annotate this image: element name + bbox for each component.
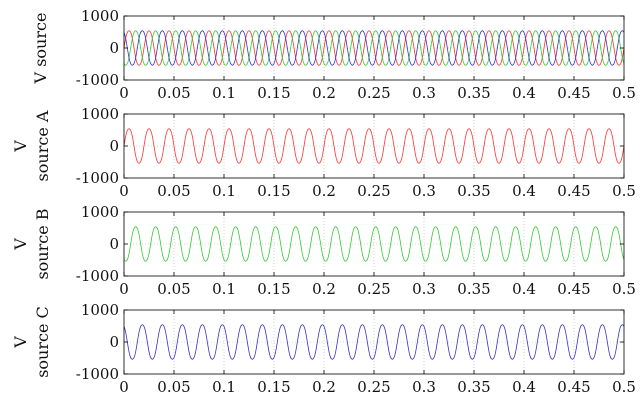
x-tick-label: 0.5 (612, 378, 636, 396)
x-tick-label: 0.5 (612, 84, 636, 102)
subplot-2: 0 0.05 0.1 0.15 0.2 0.25 0.3 0.35 0.4 0.45 0.5 1000… (11, 105, 636, 200)
x-tick-label: 0.45 (557, 378, 590, 396)
x-tick-label: 0.4 (512, 182, 536, 200)
y-tick-label: 0 (109, 137, 119, 155)
y-axis-label: V (11, 238, 30, 251)
x-tick-label: 0 (119, 280, 129, 298)
y-tick-label: -1000 (76, 169, 119, 187)
y-tick-label: 1000 (81, 203, 119, 221)
y-tick-label: -1000 (76, 365, 119, 383)
x-tick-label: 0.5 (612, 280, 636, 298)
x-tick-label: 0.35 (457, 84, 490, 102)
x-tick-label: 0.05 (157, 84, 190, 102)
x-tick-label: 0.45 (557, 280, 590, 298)
y-axis-label: source B (33, 208, 52, 279)
x-tick-label: 0.4 (512, 84, 536, 102)
x-tick-label: 0.1 (212, 84, 236, 102)
subplot-3: 0 0.05 0.1 0.15 0.2 0.25 0.3 0.35 0.4 0.45 0.5 1000… (11, 203, 636, 298)
x-tick-label: 0.05 (157, 182, 190, 200)
x-tick-label: 0.1 (212, 280, 236, 298)
x-tick-label: 0.15 (257, 378, 290, 396)
x-tick-label: 0.05 (157, 378, 190, 396)
subplot-1: 0 0.05 0.1 0.15 0.2 0.25 0.3 0.35 0.4 0.45 0.5 1000… (31, 7, 636, 102)
y-tick-label: 0 (109, 333, 119, 351)
y-axis-label: V source (31, 13, 50, 85)
x-tick-label: 0.25 (357, 378, 390, 396)
x-tick-label: 0.2 (312, 84, 336, 102)
y-tick-label: 0 (109, 235, 119, 253)
x-tick-label: 0.45 (557, 84, 590, 102)
y-axis-label: V (11, 140, 30, 153)
x-tick-label: 0.3 (412, 280, 436, 298)
x-tick-label: 0.35 (457, 378, 490, 396)
x-tick-label: 0.4 (512, 378, 536, 396)
x-tick-label: 0 (119, 84, 129, 102)
y-axis-label: source C (33, 306, 52, 378)
x-tick-label: 0.3 (412, 378, 436, 396)
x-tick-label: 0.15 (257, 84, 290, 102)
y-tick-label: 0 (109, 39, 119, 57)
y-axis-label: source A (33, 110, 52, 181)
x-tick-label: 0.4 (512, 280, 536, 298)
x-tick-label: 0.1 (212, 182, 236, 200)
x-tick-label: 0.25 (357, 182, 390, 200)
x-tick-label: 0.15 (257, 182, 290, 200)
x-tick-label: 0.3 (412, 84, 436, 102)
y-axis-label: V (11, 336, 30, 349)
y-tick-label: -1000 (76, 267, 119, 285)
x-tick-label: 0.35 (457, 280, 490, 298)
subplot-4: 0 0.05 0.1 0.15 0.2 0.25 0.3 0.35 0.4 0.45 0.5 1000… (11, 301, 636, 396)
x-tick-label: 0.3 (412, 182, 436, 200)
x-tick-label: 0.05 (157, 280, 190, 298)
y-tick-label: 1000 (81, 105, 119, 123)
x-tick-label: 0.25 (357, 84, 390, 102)
x-tick-label: 0.15 (257, 280, 290, 298)
x-tick-label: 0 (119, 378, 129, 396)
x-tick-label: 0.35 (457, 182, 490, 200)
x-tick-label: 0.2 (312, 378, 336, 396)
y-tick-label: 1000 (81, 301, 119, 319)
y-tick-label: 1000 (81, 7, 119, 25)
x-tick-label: 0.25 (357, 280, 390, 298)
x-tick-label: 0.45 (557, 182, 590, 200)
x-tick-label: 0.1 (212, 378, 236, 396)
x-tick-label: 0.5 (612, 182, 636, 200)
y-tick-label: -1000 (76, 71, 119, 89)
x-tick-label: 0 (119, 182, 129, 200)
x-tick-label: 0.2 (312, 280, 336, 298)
x-tick-label: 0.2 (312, 182, 336, 200)
